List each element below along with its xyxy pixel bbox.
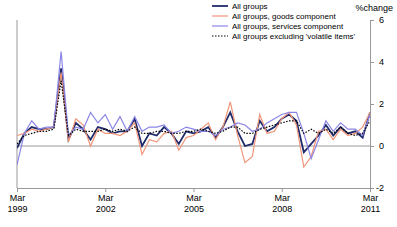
plot-area [17, 52, 370, 168]
y-axis-title: %change [355, 3, 393, 13]
y-tick-mark [370, 20, 374, 21]
x-tick-label: Mar2011 [361, 193, 380, 214]
x-tick-label: Mar2002 [96, 193, 116, 214]
zero-line [17, 146, 370, 147]
x-tick-mark [370, 188, 371, 192]
x-tick-mark [105, 188, 106, 192]
x-tick-label: Mar2008 [272, 193, 292, 214]
y-tick: 4 [370, 57, 384, 67]
y-tick-mark [370, 62, 374, 63]
y-tick: 2 [370, 99, 384, 109]
x-tick-label: Mar1999 [7, 193, 27, 214]
legend-label: All groups, goods component [232, 12, 336, 21]
legend-swatch [212, 5, 228, 7]
y-axis: -2 0 2 4 6 [370, 15, 384, 193]
y-tick-label: 2 [379, 99, 384, 109]
x-axis-line [18, 189, 371, 193]
legend-swatch [212, 25, 228, 26]
y-axis-line [371, 21, 375, 189]
chart: -2 0 2 4 6 Mar1999 Mar2002 Mar2005 Mar2008 Mar201… [0, 0, 397, 227]
x-tick-mark [194, 188, 195, 192]
y-tick: 0 [370, 141, 384, 151]
x-tick-mark [17, 188, 18, 192]
series-line [17, 68, 370, 152]
x-tick: Mar2005 [184, 188, 204, 214]
y-tick-label: 6 [379, 15, 384, 25]
x-tick-mark [282, 188, 283, 192]
y-tick: -2 [370, 183, 384, 193]
x-tick: Mar2008 [272, 188, 292, 214]
legend: All groupsAll groups, goods componentAll… [212, 2, 356, 41]
y-tick-mark [370, 104, 374, 105]
series-line [17, 81, 370, 144]
legend-swatch [212, 15, 228, 16]
legend-swatch [212, 35, 228, 36]
y-tick: 6 [370, 15, 384, 25]
legend-label: All groups excluding 'volatile items' [232, 32, 356, 41]
x-tick: Mar2002 [96, 188, 116, 214]
series-line [17, 73, 370, 168]
y-tick-label: 4 [379, 57, 384, 67]
x-axis: Mar1999 Mar2002 Mar2005 Mar2008 Mar2011 [7, 188, 380, 214]
x-tick: Mar2011 [361, 188, 380, 214]
series-line [17, 52, 370, 165]
legend-label: All groups, services component [232, 22, 344, 31]
y-tick-mark [370, 146, 374, 147]
y-tick-label: -2 [376, 183, 384, 193]
legend-label: All groups [232, 2, 268, 11]
x-tick: Mar1999 [7, 188, 27, 214]
x-tick-label: Mar2005 [184, 193, 204, 214]
y-tick-label: 0 [379, 141, 384, 151]
